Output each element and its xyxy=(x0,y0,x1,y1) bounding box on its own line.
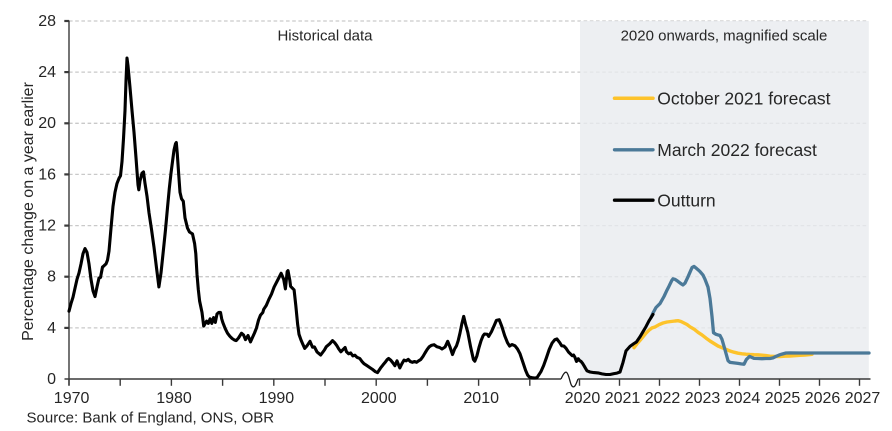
svg-text:1970: 1970 xyxy=(54,390,90,407)
svg-text:Historical data: Historical data xyxy=(277,28,373,45)
svg-text:1980: 1980 xyxy=(156,390,192,407)
svg-text:October 2021 forecast: October 2021 forecast xyxy=(657,88,830,108)
svg-text:Percentage change on a year ea: Percentage change on a year earlier xyxy=(20,81,37,341)
svg-text:2000: 2000 xyxy=(361,390,397,407)
svg-text:Source: Bank of England, ONS,: Source: Bank of England, ONS, OBR xyxy=(27,410,275,427)
svg-text:Outturn: Outturn xyxy=(657,190,715,210)
svg-text:20: 20 xyxy=(38,115,56,132)
svg-text:1990: 1990 xyxy=(259,390,295,407)
svg-text:2020 onwards, magnified scale: 2020 onwards, magnified scale xyxy=(621,28,828,45)
svg-text:8: 8 xyxy=(47,269,56,286)
svg-text:2010: 2010 xyxy=(463,390,499,407)
svg-text:0: 0 xyxy=(47,371,56,388)
svg-text:12: 12 xyxy=(38,218,56,235)
svg-text:16: 16 xyxy=(38,166,56,183)
svg-text:2023: 2023 xyxy=(685,390,721,407)
svg-text:28: 28 xyxy=(38,13,56,30)
svg-text:24: 24 xyxy=(38,64,56,81)
svg-text:2021: 2021 xyxy=(605,390,641,407)
svg-text:2027: 2027 xyxy=(845,390,881,407)
svg-text:March 2022 forecast: March 2022 forecast xyxy=(657,140,817,160)
svg-text:2024: 2024 xyxy=(725,390,761,407)
svg-text:2025: 2025 xyxy=(765,390,801,407)
svg-text:2022: 2022 xyxy=(645,390,681,407)
svg-text:2020: 2020 xyxy=(565,390,601,407)
svg-text:2026: 2026 xyxy=(805,390,841,407)
svg-text:4: 4 xyxy=(47,320,56,337)
